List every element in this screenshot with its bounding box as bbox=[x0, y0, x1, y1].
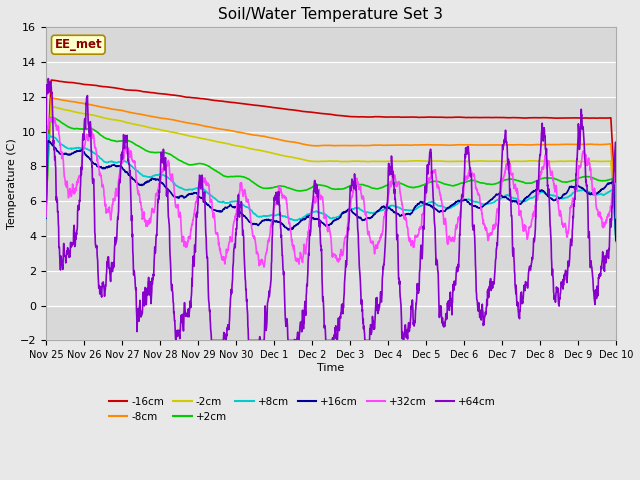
Line: +64cm: +64cm bbox=[46, 79, 616, 340]
Bar bbox=[46, 167, 616, 201]
+32cm bbox=[348, 193, 356, 199]
-16cm bbox=[612, 204, 620, 210]
+64cm bbox=[202, 211, 209, 216]
+32cm bbox=[360, 201, 368, 206]
-8cm bbox=[612, 218, 620, 224]
+8cm bbox=[45, 132, 52, 138]
-2cm bbox=[42, 203, 50, 208]
+2cm bbox=[42, 209, 50, 215]
-2cm bbox=[47, 104, 55, 109]
Line: +16cm: +16cm bbox=[46, 141, 616, 240]
-8cm bbox=[497, 142, 504, 148]
+16cm bbox=[42, 215, 50, 221]
+8cm bbox=[360, 209, 368, 215]
Line: +2cm: +2cm bbox=[46, 118, 616, 238]
-16cm bbox=[42, 190, 50, 196]
+32cm bbox=[497, 187, 505, 192]
Bar bbox=[46, 27, 616, 62]
-16cm bbox=[202, 96, 209, 102]
+16cm bbox=[360, 217, 368, 223]
+64cm bbox=[207, 337, 215, 343]
+64cm bbox=[360, 329, 368, 335]
+2cm bbox=[46, 115, 54, 120]
+16cm bbox=[612, 238, 620, 243]
+64cm bbox=[562, 270, 570, 276]
+16cm bbox=[44, 138, 52, 144]
+64cm bbox=[348, 176, 356, 182]
+2cm bbox=[612, 235, 620, 240]
+64cm bbox=[45, 76, 52, 82]
+16cm bbox=[578, 185, 586, 191]
+32cm bbox=[612, 215, 620, 221]
+2cm bbox=[578, 174, 586, 180]
+16cm bbox=[562, 191, 570, 197]
+32cm bbox=[578, 156, 586, 162]
-8cm bbox=[47, 95, 55, 101]
-8cm bbox=[42, 199, 50, 204]
Bar bbox=[46, 132, 616, 167]
-2cm bbox=[360, 158, 368, 164]
Bar bbox=[46, 97, 616, 132]
+32cm bbox=[260, 264, 268, 270]
+16cm bbox=[202, 200, 209, 205]
+64cm bbox=[612, 179, 620, 185]
X-axis label: Time: Time bbox=[317, 363, 344, 373]
-16cm bbox=[578, 115, 586, 121]
Text: EE_met: EE_met bbox=[54, 38, 102, 51]
+2cm bbox=[562, 180, 570, 185]
Bar bbox=[46, 271, 616, 306]
+16cm bbox=[348, 208, 355, 214]
-16cm bbox=[497, 115, 504, 120]
Line: -16cm: -16cm bbox=[46, 80, 616, 207]
-8cm bbox=[348, 143, 355, 148]
-8cm bbox=[562, 142, 570, 147]
-16cm bbox=[47, 77, 55, 83]
+8cm bbox=[497, 196, 504, 202]
-8cm bbox=[578, 142, 586, 147]
-16cm bbox=[348, 114, 355, 120]
Bar bbox=[46, 236, 616, 271]
-2cm bbox=[612, 227, 620, 233]
+8cm bbox=[612, 239, 620, 245]
+8cm bbox=[348, 206, 355, 212]
-2cm bbox=[202, 136, 209, 142]
Bar bbox=[46, 201, 616, 236]
+64cm bbox=[497, 176, 505, 181]
+32cm bbox=[42, 214, 50, 220]
+2cm bbox=[202, 162, 209, 168]
+8cm bbox=[202, 188, 209, 193]
Y-axis label: Temperature (C): Temperature (C) bbox=[7, 139, 17, 229]
Bar bbox=[46, 306, 616, 340]
+32cm bbox=[562, 226, 570, 232]
-2cm bbox=[497, 158, 504, 164]
-2cm bbox=[348, 158, 355, 164]
Line: -2cm: -2cm bbox=[46, 107, 616, 230]
-16cm bbox=[360, 114, 368, 120]
+8cm bbox=[578, 188, 586, 193]
-2cm bbox=[562, 158, 570, 164]
Line: +32cm: +32cm bbox=[46, 118, 616, 267]
Line: +8cm: +8cm bbox=[46, 135, 616, 242]
Line: -8cm: -8cm bbox=[46, 98, 616, 221]
+8cm bbox=[42, 216, 50, 222]
-8cm bbox=[202, 123, 209, 129]
Bar bbox=[46, 62, 616, 97]
Legend: -16cm, -8cm, -2cm, +2cm, +8cm, +16cm, +32cm, +64cm: -16cm, -8cm, -2cm, +2cm, +8cm, +16cm, +3… bbox=[104, 393, 500, 426]
+64cm bbox=[578, 112, 586, 118]
+2cm bbox=[360, 182, 368, 188]
-16cm bbox=[562, 115, 570, 121]
+64cm bbox=[42, 199, 50, 205]
+32cm bbox=[202, 180, 209, 186]
+32cm bbox=[49, 115, 57, 120]
+2cm bbox=[497, 179, 504, 184]
-2cm bbox=[578, 159, 586, 165]
+2cm bbox=[348, 182, 355, 188]
+8cm bbox=[562, 195, 570, 201]
Title: Soil/Water Temperature Set 3: Soil/Water Temperature Set 3 bbox=[218, 7, 444, 22]
+16cm bbox=[497, 192, 504, 198]
-8cm bbox=[360, 143, 368, 148]
